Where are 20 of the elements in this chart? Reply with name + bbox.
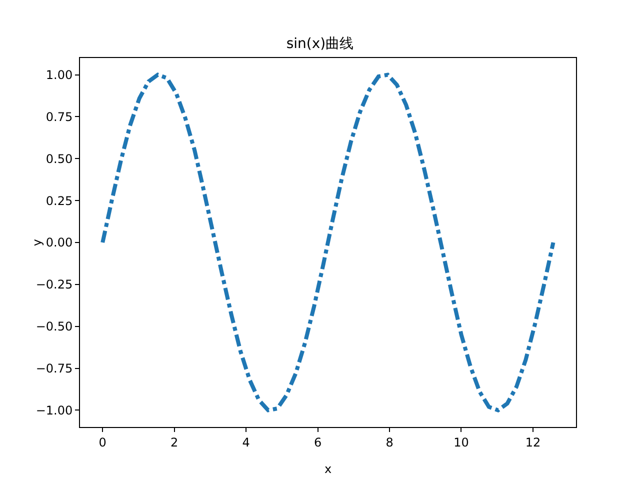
x-tick-label: 4: [242, 435, 250, 450]
y-tick-label: 0.00: [46, 236, 73, 250]
x-tick-label: 12: [525, 435, 541, 450]
y-tick-label: −0.75: [36, 362, 73, 376]
y-tick-label: 0.75: [46, 110, 73, 124]
x-tick-label: 8: [386, 435, 394, 450]
y-tick-label: 0.50: [46, 152, 73, 166]
y-tick-label: 1.00: [46, 68, 73, 82]
chart-title: sin(x)曲线: [286, 36, 354, 52]
x-axis-title: x: [324, 462, 332, 476]
x-tick-label: 6: [314, 435, 322, 450]
x-tick-label: 0: [98, 435, 106, 450]
y-tick-label: −0.50: [36, 320, 73, 334]
x-tick-label: 2: [170, 435, 178, 450]
line-series: [100, 72, 556, 412]
x-tick-label: 10: [454, 435, 469, 450]
y-tick-label: −0.25: [36, 278, 73, 292]
y-tick-label: 0.25: [46, 194, 73, 208]
y-tick-label: −1.00: [36, 403, 73, 418]
y-axis-title: y: [30, 238, 44, 246]
